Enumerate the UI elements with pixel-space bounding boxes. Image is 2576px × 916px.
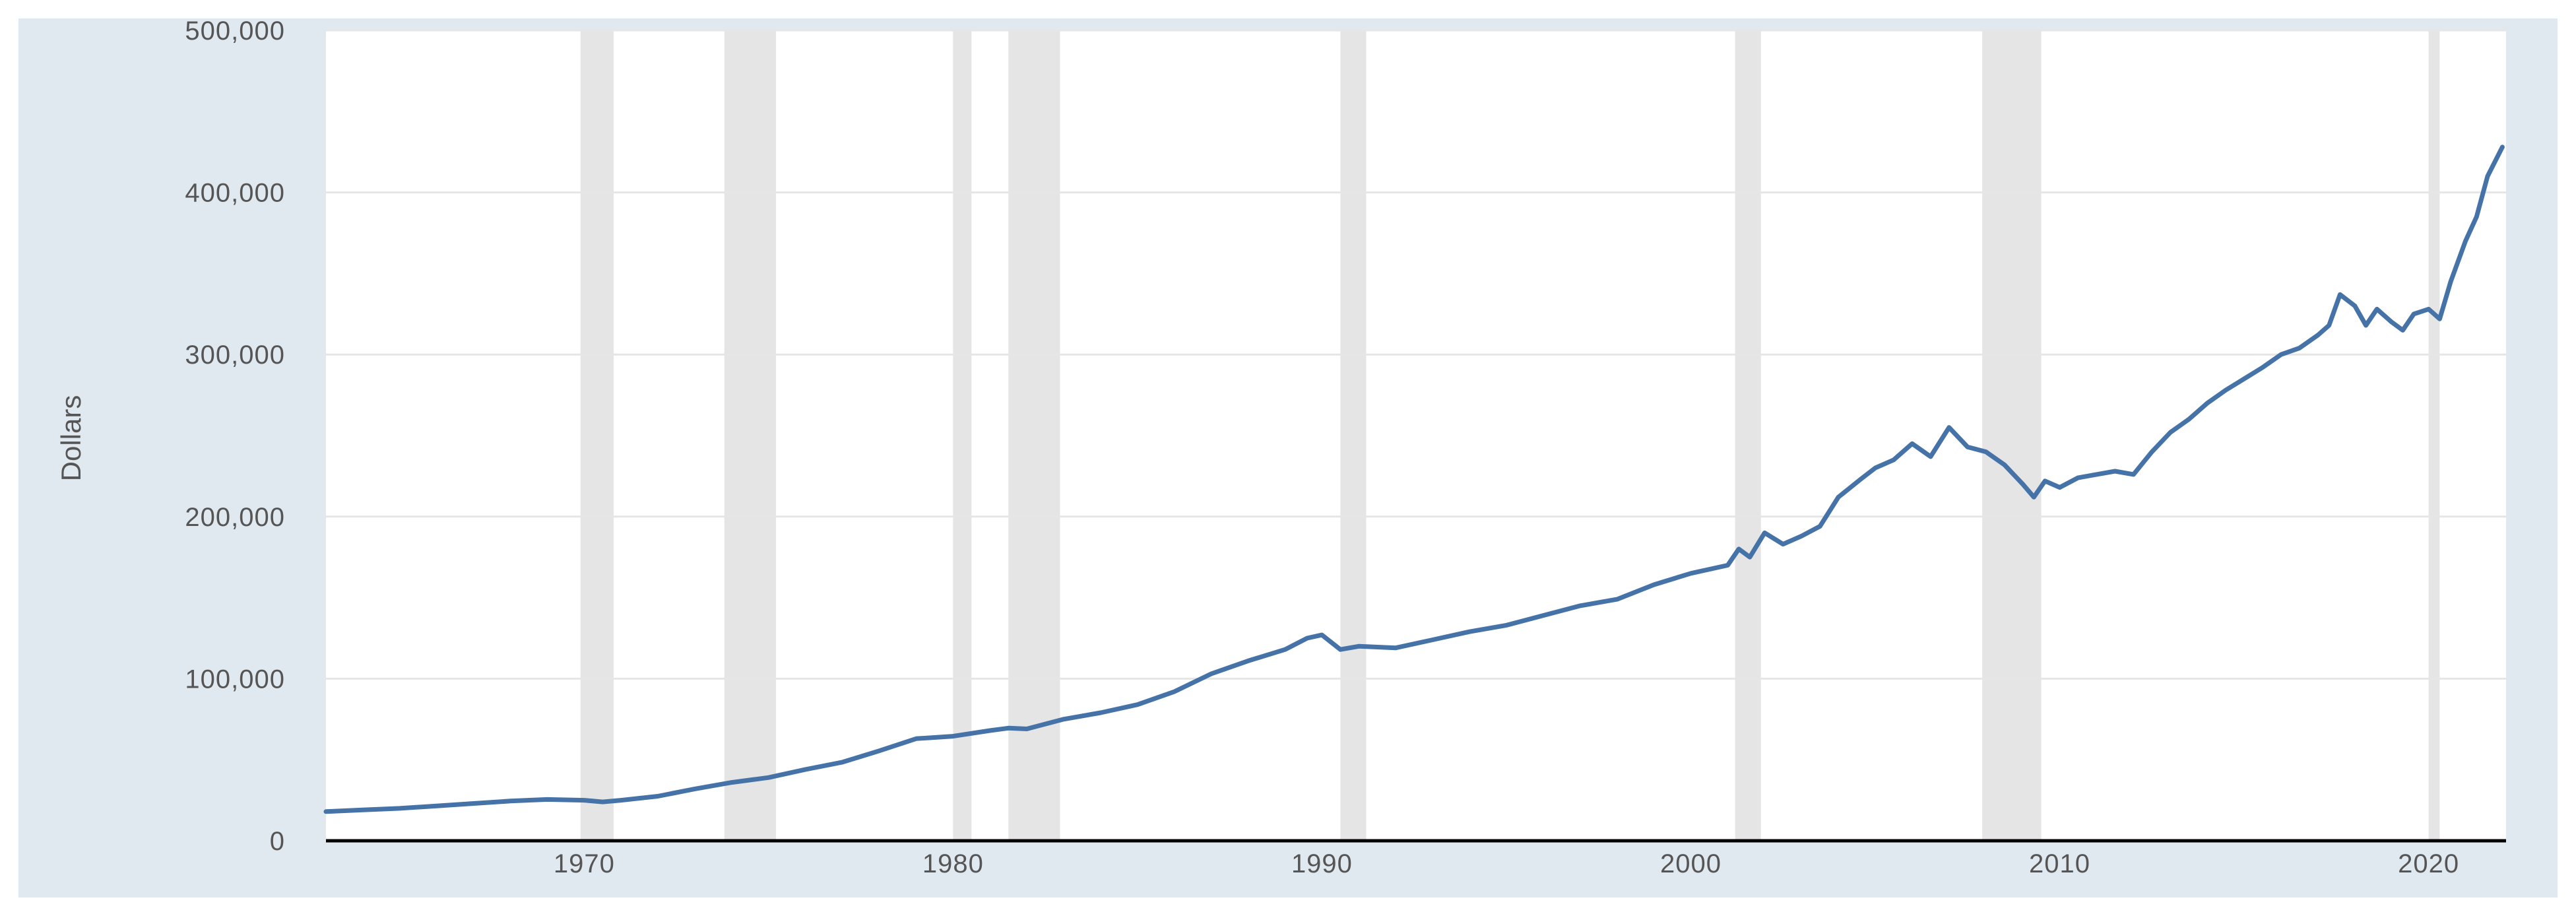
x-tick-label: 2010 xyxy=(2029,849,2090,878)
y-tick-label: 400,000 xyxy=(185,179,285,208)
recession-band-4 xyxy=(1340,30,1367,841)
y-tick-label: 200,000 xyxy=(185,503,285,532)
recession-band-7 xyxy=(2428,30,2440,841)
x-tick-label: 1970 xyxy=(554,849,615,878)
y-tick-label: 100,000 xyxy=(185,665,285,694)
grid-lines xyxy=(326,29,2506,680)
recession-band-2 xyxy=(953,30,972,841)
plot-area xyxy=(326,30,2506,841)
x-tick-label: 2020 xyxy=(2398,849,2459,878)
recession-band-5 xyxy=(1735,30,1761,841)
recession-band-1 xyxy=(724,30,777,841)
x-tick-label: 2000 xyxy=(1660,849,1722,878)
recession-band-0 xyxy=(580,30,614,841)
y-axis-label: Dollars xyxy=(55,395,86,482)
y-tick-label: 500,000 xyxy=(185,16,285,46)
y-axis-ticks: 0 100,000 200,000 300,000 400,000 500,000 xyxy=(185,16,285,856)
recession-band-6 xyxy=(1982,30,2042,841)
recession-shading xyxy=(580,30,2440,841)
recession-band-3 xyxy=(1008,30,1060,841)
series-lines xyxy=(323,145,2505,814)
x-axis-ticks: 1970 1980 1990 2000 2010 2020 xyxy=(554,849,2459,878)
y-tick-label: 300,000 xyxy=(185,341,285,370)
x-tick-label: 1980 xyxy=(922,849,984,878)
y-tick-label: 0 xyxy=(270,827,285,856)
series-line-0 xyxy=(323,145,2505,814)
x-tick-label: 1990 xyxy=(1291,849,1353,878)
